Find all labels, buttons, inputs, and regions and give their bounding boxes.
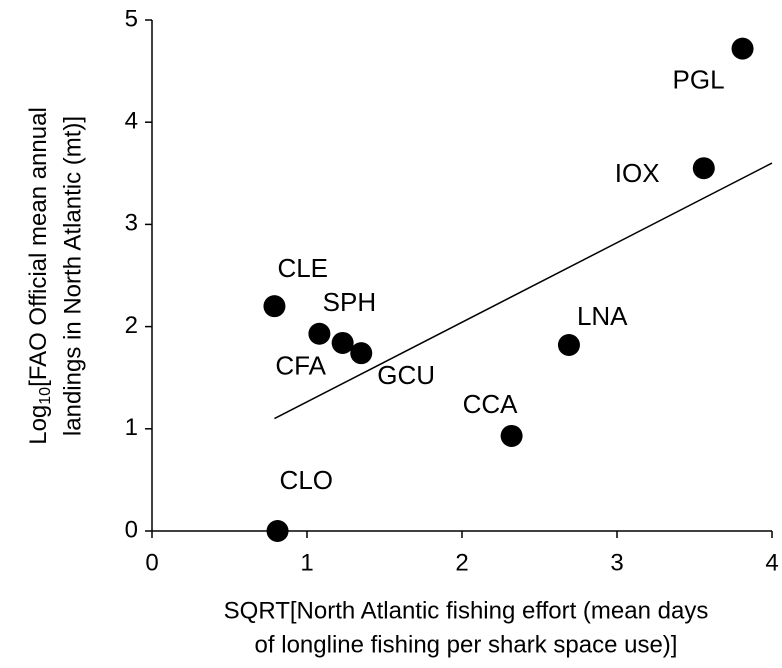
x-axis-label: of longline fishing per shark space use)… [255,631,678,658]
point-label: PGL [673,64,725,94]
y-axis-label-line: landings in North Atlantic (mt)] [59,116,86,436]
point-label: CLO [280,465,333,495]
y-axis-label-line: Log10[FAO Official mean annual [25,107,54,445]
point-label: LNA [577,301,628,331]
point [731,37,754,60]
point [266,520,289,542]
x-tick-label: 2 [455,549,468,576]
point [331,331,354,354]
y-axis-label: Log10[FAO Official mean annual landings … [25,107,86,445]
point [692,157,715,180]
x-tick-label: 4 [765,549,778,576]
y-label-prefix: Log [25,405,52,445]
y-label-line1: [FAO Official mean annual [25,107,52,387]
x-tick-label: 3 [610,549,623,576]
y-tick-label: 2 [125,312,138,339]
point [308,322,331,345]
y-tick-label: 4 [125,108,138,135]
x-tick-label: 1 [300,549,313,576]
point-label: GCU [377,360,435,390]
point-label: CCA [463,389,519,419]
x-axis-label: SQRT[North Atlantic fishing effort (mean… [224,597,709,624]
point [350,342,373,365]
y-tick-label: 5 [125,5,138,32]
y-tick-label: 1 [125,414,138,441]
point-label: SPH [323,287,376,317]
trend-line [274,162,773,420]
point-label: IOX [615,158,660,188]
y-tick-label: 0 [125,516,138,543]
point [500,424,523,447]
x-tick-label: 0 [145,549,158,576]
y-tick-label: 3 [125,210,138,237]
point-label: CLE [277,253,328,283]
point [557,333,580,356]
point-label: CFA [275,351,326,381]
point [263,295,286,318]
y-label-subscript: 10 [37,387,54,405]
